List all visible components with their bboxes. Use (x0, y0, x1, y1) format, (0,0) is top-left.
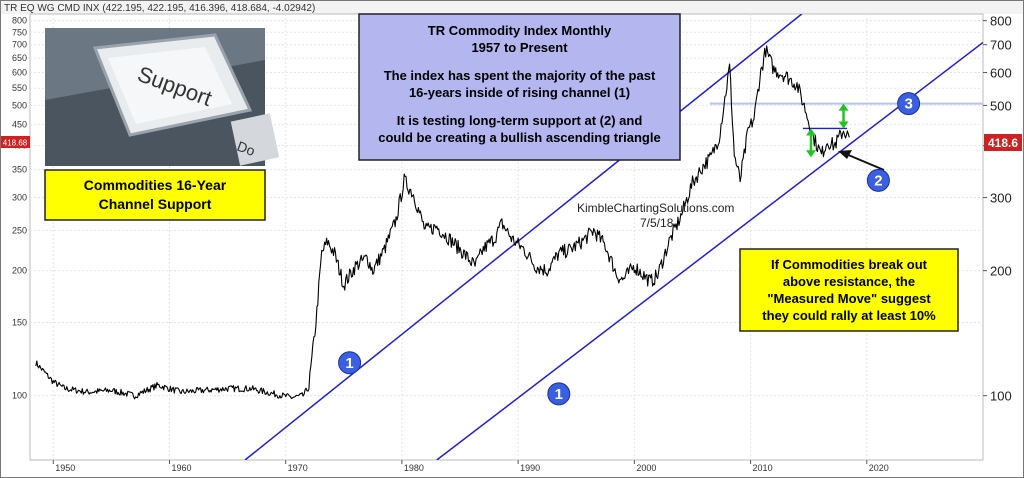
right-callout-line2: above resistance, the (783, 274, 915, 289)
marker-label-3: 2 (874, 172, 882, 189)
y-tick-label-right: 800 (990, 14, 1012, 29)
y-tick-label-left: 700 (12, 40, 27, 50)
y-tick-label-right: 300 (990, 191, 1012, 206)
marker-label-1: 1 (345, 355, 353, 372)
title-line5: It is testing long-term support at (2) a… (397, 113, 643, 128)
price-tag-left: 418.68 (3, 139, 28, 148)
y-tick-label-left: 550 (12, 83, 27, 93)
y-tick-label-right: 100 (990, 389, 1012, 404)
right-callout-box (739, 248, 959, 332)
y-tick-label-right: 200 (990, 264, 1012, 279)
price-tag: 418.6 (988, 136, 1018, 150)
left-callout-line2: Channel Support (99, 196, 212, 212)
y-tick-label-left: 150 (12, 318, 27, 328)
y-tick-label-right: 500 (990, 98, 1012, 113)
left-callout-box (44, 169, 266, 221)
right-callout-line4: they could rally at least 10% (762, 308, 936, 323)
y-tick-label-right: 600 (990, 66, 1012, 81)
left-callout-line1: Commodities 16-Year (84, 177, 227, 193)
title-line4: 16-years inside of rising channel (1) (409, 85, 630, 100)
x-tick-label: 2000 (636, 463, 656, 473)
y-tick-label-left: 650 (12, 53, 27, 63)
support-pointer-arrow (838, 150, 885, 171)
y-tick-label-left: 750 (12, 27, 27, 37)
x-tick-label: 1980 (404, 463, 424, 473)
arrow-breakout-head-top (838, 103, 849, 111)
x-tick-label: 1950 (55, 463, 75, 473)
y-tick-label-left: 600 (12, 68, 27, 78)
title-line2: 1957 to Present (471, 40, 568, 55)
x-tick-label: 2010 (753, 463, 773, 473)
channel-line-1 (436, 41, 983, 460)
title-line3: The index has spent the majority of the … (384, 68, 656, 83)
price-tag-left-bg (1, 136, 30, 148)
y-tick-label-left: 100 (12, 391, 27, 401)
marker-circle-2 (547, 382, 571, 406)
x-axis: 1950 1960 1970 1980 1990 2000 2010 2020 (52, 460, 889, 473)
marker-circle-1 (338, 351, 362, 375)
marker-circle-4 (897, 92, 921, 116)
channel-line-1 (244, 14, 803, 460)
measured-move-arrows (805, 103, 849, 158)
watermark-line1: KimbleChartingSolutions.com (577, 201, 734, 215)
arrow-breakout-head-bottom (838, 121, 849, 129)
key-fragment: Do (235, 138, 257, 159)
y-tick-label-left: 800 (12, 16, 27, 26)
title-line1: TR Commodity Index Monthly (428, 23, 612, 38)
header-bar (1, 1, 1023, 14)
price-series-line (35, 45, 850, 400)
x-tick-label: 1960 (171, 463, 191, 473)
x-tick-label: 2020 (869, 463, 889, 473)
y-tick-label-right: 700 (990, 38, 1012, 53)
watermark-line2: 7/5/18 (640, 216, 674, 230)
price-tag-bg (984, 134, 1022, 151)
marker-circle-3 (866, 168, 890, 192)
title-line6: could be creating a bullish ascending tr… (378, 130, 660, 145)
arrow-triangle-head-top (805, 128, 816, 136)
y-tick-label-left: 300 (12, 193, 27, 203)
right-callout-line1: If Commodities break out (771, 257, 928, 272)
numbered-markers: 1 1 2 3 (338, 92, 921, 406)
arrow-triangle-head-bottom (805, 150, 816, 158)
y-tick-label-left: 500 (12, 100, 27, 110)
y-tick-label-left: 200 (12, 266, 27, 276)
header-text: TR EQ WG CMD INX (422.195, 422.195, 416.… (4, 3, 315, 14)
marker-label-4: 3 (904, 96, 912, 113)
right-callout-line3: "Measured Move" suggest (767, 291, 931, 306)
y-tick-label-left: 250 (12, 225, 27, 235)
y-tick-label-left: 350 (12, 165, 27, 175)
x-tick-label: 1990 (520, 463, 540, 473)
x-tick-label: 1970 (288, 463, 308, 473)
support-key-photo: Support Do (45, 28, 280, 166)
y-tick-label-left: 450 (12, 119, 27, 129)
channel-lines (244, 14, 983, 460)
title-box (358, 13, 681, 161)
marker-label-2: 1 (555, 386, 563, 403)
